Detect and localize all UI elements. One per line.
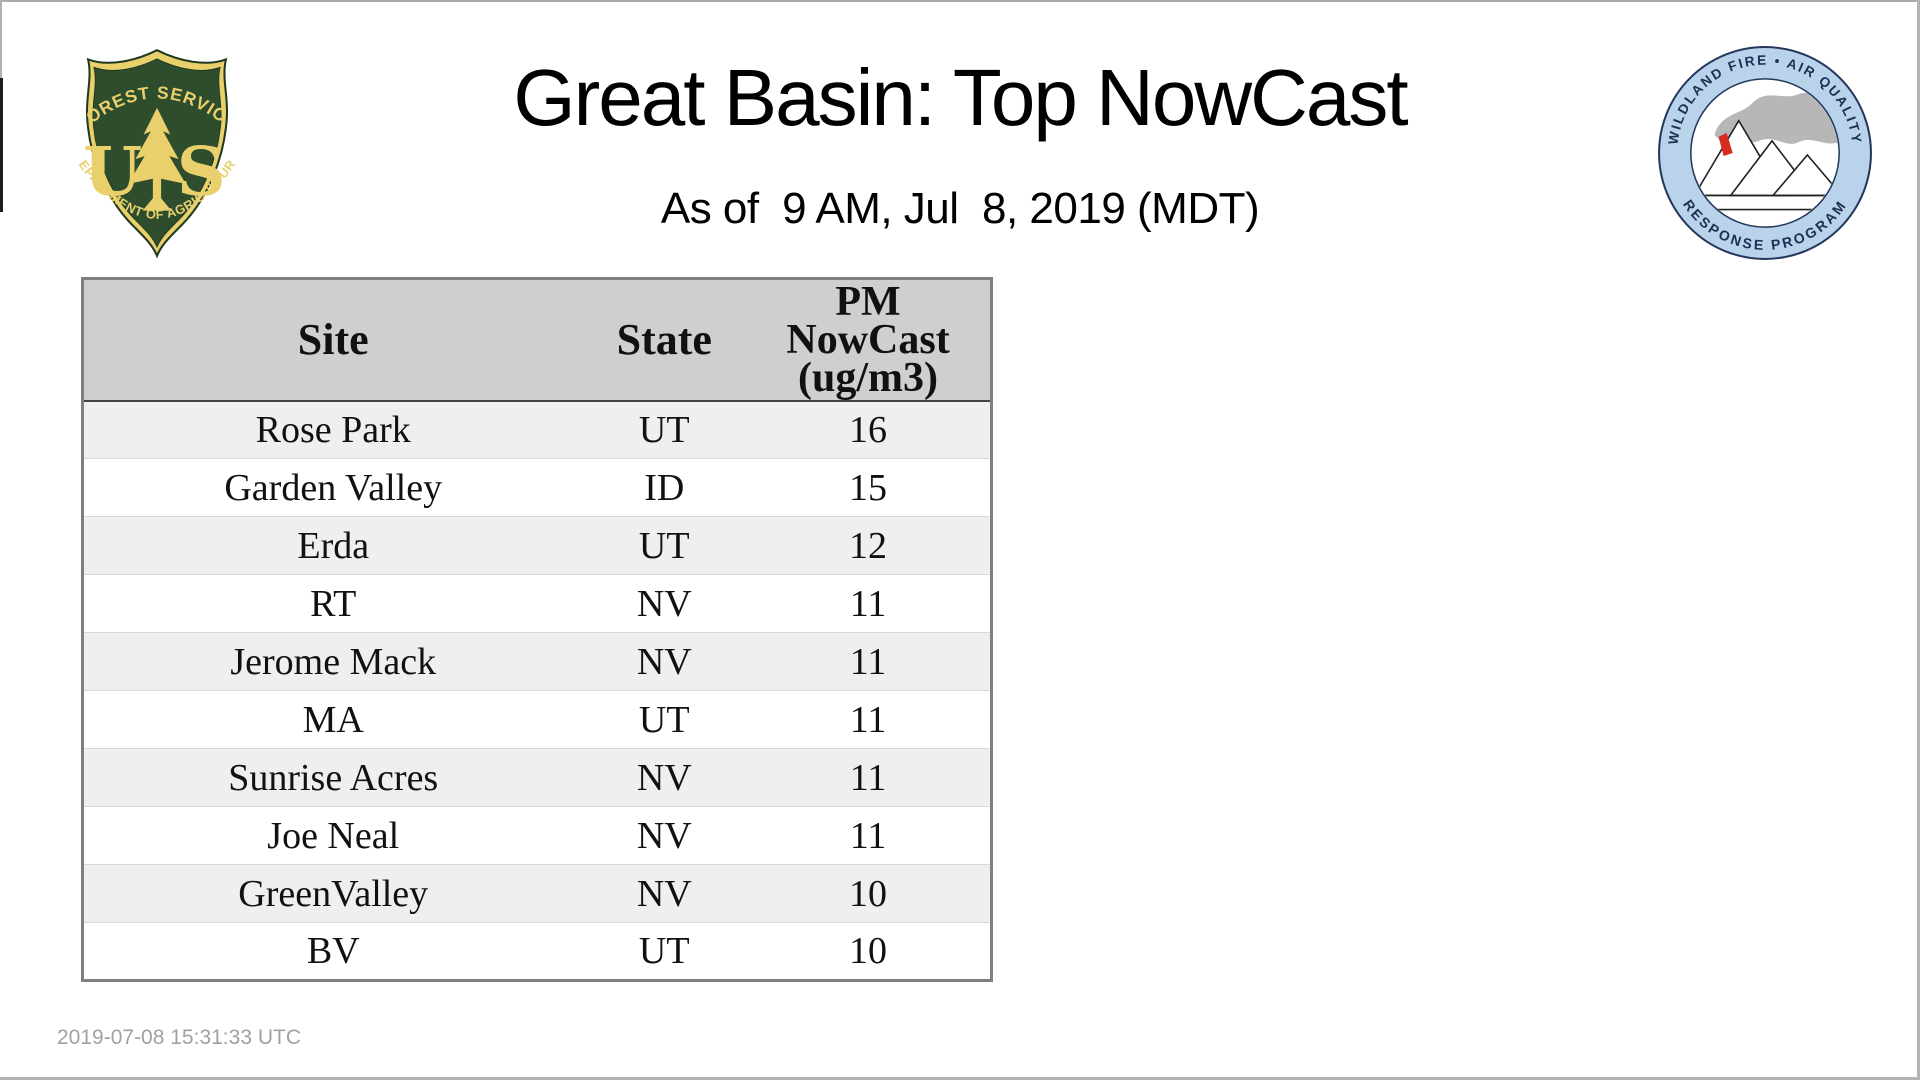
state-cell: UT — [582, 400, 747, 459]
usfs-letter-s: S — [177, 132, 226, 212]
pm-header-line2: NowCast — [786, 316, 950, 363]
value-cell: 16 — [746, 400, 992, 459]
value-cell: 15 — [746, 458, 992, 517]
state-cell: NV — [582, 574, 747, 633]
value-cell: 10 — [746, 922, 992, 981]
value-cell: 11 — [746, 806, 992, 865]
site-cell: Joe Neal — [82, 806, 583, 865]
state-cell: NV — [582, 864, 747, 923]
usfs-letter-u: U — [83, 132, 142, 212]
column-header-pm-nowcast: PM NowCast (ug/m3) — [746, 278, 992, 402]
pm-header-line1: PM — [835, 278, 901, 325]
table-header-row: Site State PM NowCast (ug/m3) — [82, 278, 992, 402]
horizon-lines — [1691, 194, 1839, 211]
site-cell: Jerome Mack — [82, 632, 583, 691]
value-cell: 12 — [746, 516, 992, 575]
screen-edge-artifact-right — [1917, 0, 1920, 1080]
state-cell: UT — [582, 690, 747, 749]
table-row: BV UT 10 — [82, 922, 992, 981]
table-row: Jerome Mack NV 11 — [82, 632, 992, 691]
site-cell: BV — [82, 922, 583, 981]
screen-edge-artifact-bottom — [0, 1077, 1920, 1080]
screen-edge-artifact-left — [0, 0, 2, 78]
wfaqrp-logo-icon: WILDLAND FIRE • AIR QUALITY RESPONSE PRO… — [1658, 46, 1872, 260]
footer-timestamp: 2019-07-08 15:31:33 UTC — [57, 1026, 301, 1049]
pine-tree-icon — [128, 107, 186, 211]
state-cell: UT — [582, 516, 747, 575]
state-cell: UT — [582, 922, 747, 981]
table-row: Joe Neal NV 11 — [82, 806, 992, 865]
value-cell: 11 — [746, 690, 992, 749]
table-row: Sunrise Acres NV 11 — [82, 748, 992, 807]
mountains-icon — [1692, 119, 1839, 197]
state-cell: ID — [582, 458, 747, 517]
site-cell: GreenValley — [82, 864, 583, 923]
screen-edge-artifact-left-dark — [0, 78, 3, 212]
smoke-cloud-icon — [1714, 92, 1839, 144]
table-row: MA UT 11 — [82, 690, 992, 749]
value-cell: 11 — [746, 632, 992, 691]
state-cell: NV — [582, 806, 747, 865]
value-cell: 10 — [746, 864, 992, 923]
table-row: Rose Park UT 16 — [82, 400, 992, 459]
site-cell: Sunrise Acres — [82, 748, 583, 807]
table-row: Garden Valley ID 15 — [82, 458, 992, 517]
table-row: RT NV 11 — [82, 574, 992, 633]
screen-edge-artifact-top — [0, 0, 1920, 2]
nowcast-table: Site State PM NowCast (ug/m3) Rose Park … — [81, 277, 993, 982]
site-cell: Erda — [82, 516, 583, 575]
page-subtitle: As of 9 AM, Jul 8, 2019 (MDT) — [660, 184, 1260, 233]
site-cell: Garden Valley — [82, 458, 583, 517]
state-cell: NV — [582, 632, 747, 691]
site-cell: Rose Park — [82, 400, 583, 459]
site-cell: MA — [82, 690, 583, 749]
value-cell: 11 — [746, 748, 992, 807]
table-row: GreenValley NV 10 — [82, 864, 992, 923]
site-cell: RT — [82, 574, 583, 633]
usfs-shield-icon: FOREST SERVICE U S DEPARTMENT OF AGRICUL… — [54, 44, 238, 259]
flame-icon — [1718, 132, 1733, 157]
column-header-state: State — [582, 278, 747, 402]
page-title: Great Basin: Top NowCast — [513, 53, 1408, 142]
column-header-site: Site — [82, 278, 583, 402]
table-row: Erda UT 12 — [82, 516, 992, 575]
pm-header-line3: (ug/m3) — [798, 354, 939, 401]
state-cell: NV — [582, 748, 747, 807]
value-cell: 11 — [746, 574, 992, 633]
